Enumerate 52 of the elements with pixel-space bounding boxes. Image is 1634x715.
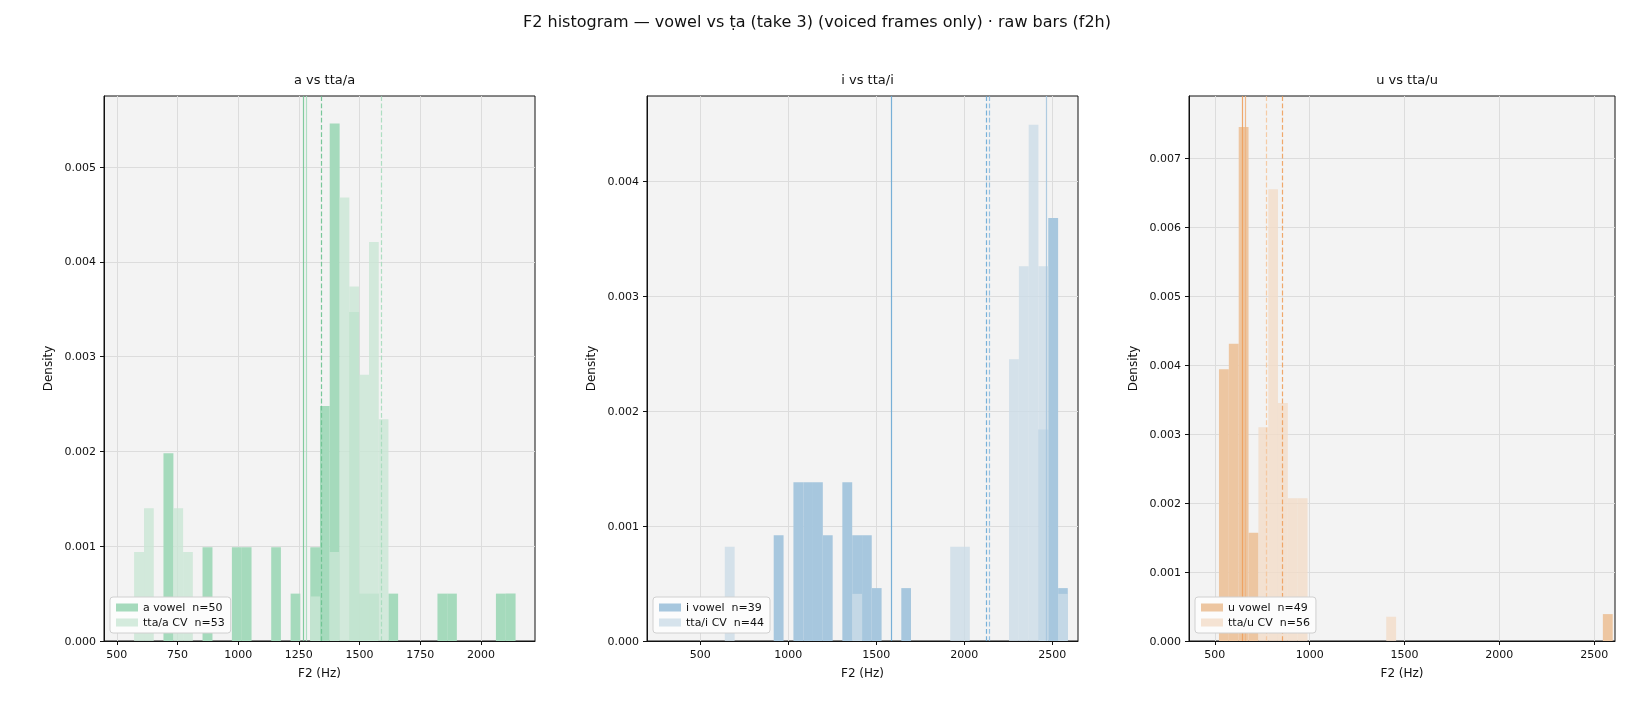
y-axis-title: Density: [1125, 345, 1140, 392]
chart-title: a vs tta/a: [293, 72, 356, 87]
x-tick-label: 2000: [950, 648, 979, 661]
x-tick-label: 1250: [284, 648, 313, 661]
y-axis-title: Density: [583, 345, 598, 392]
x-tick-label: 750: [167, 648, 189, 661]
legend-label: tta/a CV n=53: [143, 616, 225, 629]
y-tick-label: 0.004: [607, 174, 639, 188]
y-tick-label: 0.000: [64, 634, 96, 648]
x-axis-title: F2 (Hz): [297, 666, 342, 680]
chart-title: u vs tta/u: [1376, 72, 1438, 87]
y-tick-label: 0.003: [1149, 427, 1181, 441]
legend-label: tta/u CV n=56: [1228, 616, 1310, 629]
x-tick-label: 500: [1204, 648, 1226, 661]
x-tick-label: 500: [689, 648, 711, 661]
y-tick-label: 0.001: [64, 539, 96, 553]
legend-label: tta/i CV n=44: [686, 616, 765, 629]
y-tick-label: 0.005: [1149, 289, 1181, 303]
y-tick-label: 0.000: [1149, 634, 1181, 648]
x-tick-label: 1750: [406, 648, 435, 661]
x-tick-label: 1000: [224, 648, 253, 661]
legend-label: u vowel n=49: [1228, 601, 1308, 614]
x-tick-label: 1500: [345, 648, 374, 661]
y-tick-label: 0.006: [1149, 220, 1181, 234]
y-tick-label: 0.002: [607, 404, 639, 418]
y-tick-label: 0.003: [64, 350, 96, 364]
chart-title: i vs tta/i: [841, 72, 894, 87]
text: F2 histogram — vowel vs ṭa (take 3) (voiced frames only) · raw bars (f2h): [522, 12, 1112, 31]
x-tick-label: 2500: [1038, 648, 1067, 661]
legend-label: a vowel n=50: [143, 601, 223, 614]
y-tick-label: 0.005: [64, 160, 96, 174]
y-tick-label: 0.003: [607, 289, 639, 303]
x-tick-label: 1000: [774, 648, 803, 661]
y-tick-label: 0.007: [1149, 151, 1181, 165]
y-tick-label: 0.004: [64, 255, 96, 269]
x-axis-title: F2 (Hz): [1380, 666, 1424, 680]
y-tick-label: 0.004: [1149, 358, 1181, 372]
y-axis-title: Density: [40, 345, 55, 392]
y-tick-label: 0.001: [1149, 565, 1181, 579]
x-axis-title: F2 (Hz): [840, 666, 885, 680]
x-tick-label: 2000: [466, 648, 495, 661]
x-tick-label: 2500: [1580, 648, 1609, 661]
x-tick-label: 1000: [1295, 648, 1324, 661]
x-tick-label: 500: [106, 648, 128, 661]
y-tick-label: 0.002: [1149, 496, 1181, 510]
legend-label: i vowel n=39: [686, 601, 762, 614]
y-tick-label: 0.002: [64, 444, 96, 458]
y-tick-label: 0.000: [607, 634, 639, 648]
x-tick-label: 1500: [862, 648, 891, 661]
x-tick-label: 2000: [1485, 648, 1514, 661]
y-tick-label: 0.001: [607, 519, 639, 533]
x-tick-label: 1500: [1390, 648, 1419, 661]
